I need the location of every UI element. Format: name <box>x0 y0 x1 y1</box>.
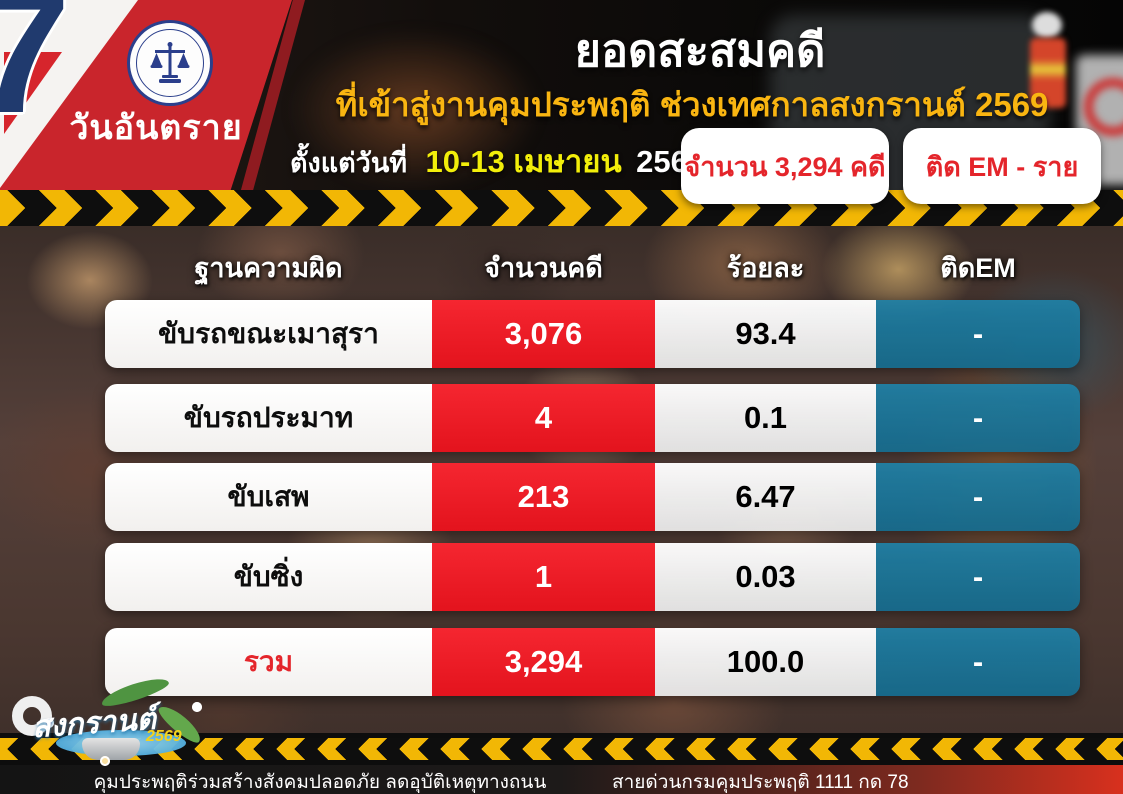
cases-cell: 4 <box>432 384 655 452</box>
table-row: ขับเสพ 213 6.47 - <box>105 463 1080 531</box>
offense-cell: ขับรถขณะเมาสุรา <box>105 300 432 368</box>
flower-wreath-icon <box>12 696 52 736</box>
table-row: ขับรถประมาท 4 0.1 - <box>105 384 1080 452</box>
flower-icon <box>100 756 110 766</box>
table-row: ขับซิ่ง 1 0.03 - <box>105 543 1080 611</box>
hazard-chevron-lower <box>0 749 1123 760</box>
hazard-chevron-lower <box>0 208 1123 226</box>
probation-department-seal-icon <box>127 20 213 106</box>
offense-cell: ขับรถประมาท <box>105 384 432 452</box>
footer-hotline: สายด่วนกรมคุมประพฤติ 1111 กด 78 <box>612 772 909 793</box>
scales-of-justice-icon <box>150 42 190 83</box>
table-row-total: รวม 3,294 100.0 - <box>105 628 1080 696</box>
cases-cell: 213 <box>432 463 655 531</box>
em-cell: - <box>876 384 1080 452</box>
songkran-festival-logo: สงกรานต์ 2569 <box>4 673 214 768</box>
percent-cell: 0.1 <box>655 384 876 452</box>
percent-cell: 6.47 <box>655 463 876 531</box>
offense-cell: ขับเสพ <box>105 463 432 531</box>
cases-cell: 1 <box>432 543 655 611</box>
cases-cell: 3,076 <box>432 300 655 368</box>
table-row: ขับรถขณะเมาสุรา 3,076 93.4 - <box>105 300 1080 368</box>
dangerous-days-label: วันอันตราย <box>69 109 243 147</box>
em-cell: - <box>876 543 1080 611</box>
hazard-chevron-upper <box>0 738 1123 749</box>
column-header-offense: ฐานความผิด <box>194 253 343 283</box>
em-cell: - <box>876 463 1080 531</box>
header-photo-sign-ring <box>1084 78 1123 136</box>
column-header-percent: ร้อยละ <box>726 253 805 283</box>
header-photo-officer-helmet <box>1032 12 1062 38</box>
percent-cell: 93.4 <box>655 300 876 368</box>
water-bowl-icon <box>82 738 140 760</box>
songkran-logo-year: 2569 <box>146 728 182 745</box>
date-prefix: ตั้งแต่วันที่ <box>290 148 408 178</box>
percent-cell: 100.0 <box>655 628 876 696</box>
em-cell: - <box>876 300 1080 368</box>
header: 7 วันอันตราย <box>0 0 1123 190</box>
column-header-em: ติดEM <box>940 253 1016 283</box>
em-count-badge: ติด EM - ราย <box>903 128 1101 204</box>
total-cases-badge: จำนวน 3,294 คดี <box>681 128 889 204</box>
slide-subtitle: ที่เข้าสู่งานคุมประพฤติ ช่วงเทศกาลสงกราน… <box>335 86 1049 123</box>
header-photo-officer-vest <box>1030 38 1066 108</box>
em-cell: - <box>876 628 1080 696</box>
hazard-stripe-bottom-band <box>0 738 1123 760</box>
header-photo-glow <box>290 30 540 190</box>
percent-cell: 0.03 <box>655 543 876 611</box>
flower-icon <box>44 718 54 728</box>
slide-title: ยอดสะสมคดี <box>574 25 826 76</box>
footer-slogan: คุมประพฤติร่วมสร้างสังคมปลอดภัย ลดอุบัติ… <box>93 772 547 793</box>
footer-bar: คุมประพฤติร่วมสร้างสังคมปลอดภัย ลดอุบัติ… <box>0 765 1123 794</box>
flower-icon <box>192 702 202 712</box>
seal-inner-ring <box>136 29 204 97</box>
songkran-logo-text: สงกรานต์ <box>31 702 158 745</box>
cases-cell: 3,294 <box>432 628 655 696</box>
seven-days-logo: 7 <box>0 0 71 150</box>
offense-cell: ขับซิ่ง <box>105 543 432 611</box>
date-range: 10-13 เมษายน <box>425 144 622 179</box>
date-line: ตั้งแต่วันที่ 10-13 เมษายน 2569 <box>290 136 705 186</box>
column-header-cases: จำนวนคดี <box>484 253 603 283</box>
